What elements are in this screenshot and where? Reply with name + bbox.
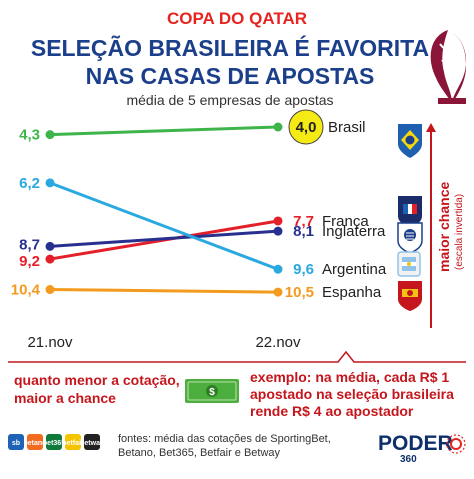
logo-bet365: bet365	[43, 434, 65, 450]
series-name-espanha: Espanha	[322, 284, 382, 301]
point-inglaterra-1	[273, 226, 283, 236]
source-line2: Betano, Bet365, Betfair e Betway	[118, 447, 281, 459]
series-line-inglaterra	[49, 229, 279, 248]
x-tick-label-0: 21.nov	[27, 334, 73, 351]
series-name-franca: França	[322, 213, 369, 230]
world-cup-logo-icon	[430, 30, 467, 104]
value-label-espanha-start: 10,4	[11, 282, 41, 299]
highlight-bubble	[288, 109, 324, 145]
note-right-line2: apostado na seleção brasileira	[250, 386, 454, 402]
arrow-up-icon	[426, 123, 436, 328]
point-argentina-0	[45, 178, 55, 188]
axis-label-note: (escala invertida)	[454, 194, 465, 270]
kicker: COPA DO QATAR	[167, 9, 307, 28]
series-labels: 4,3 4,0 Brasil 9,2 7,7 França 8,7 8,1 Inglaterra…	[11, 109, 387, 301]
subtitle: média de 5 empresas de apostas	[126, 92, 333, 108]
value-label-franca-end: 7,7	[293, 213, 314, 230]
logo-sportingbet: sb	[8, 434, 24, 450]
svg-text:bet365: bet365	[43, 440, 65, 447]
point-inglaterra-0	[45, 241, 55, 251]
logo-betway: betway	[80, 434, 104, 450]
brand-number: 360	[400, 454, 417, 465]
note-right-line1: exemplo: na média, cada R$ 1	[250, 369, 449, 385]
flag-argentina-icon	[397, 251, 421, 277]
flag-england-icon	[397, 222, 423, 254]
axis-label-main: maior chance	[436, 182, 452, 272]
svg-text:betfair: betfair	[62, 440, 84, 447]
series-points	[45, 122, 283, 297]
note-left-line2: maior a chance	[14, 390, 116, 406]
value-label-espanha-end: 10,5	[285, 284, 314, 301]
brand-sun-icon	[446, 434, 466, 454]
value-label-inglaterra-start: 8,7	[19, 236, 40, 253]
value-label-brasil-start: 4,3	[19, 127, 40, 144]
money-bill-icon: $	[185, 379, 239, 403]
note-right-line3: rende R$ 4 ao apostador	[250, 403, 414, 419]
series-line-brasil	[49, 125, 279, 137]
value-label-franca-start: 9,2	[19, 253, 40, 270]
x-tick-label-1: 22.nov	[255, 334, 301, 351]
series-name-brasil: Brasil	[328, 119, 366, 136]
value-label-argentina-end: 9,6	[293, 261, 314, 278]
point-espanha-1	[273, 287, 283, 297]
flag-brazil-icon	[398, 124, 422, 158]
value-label-inglaterra-end: 8,1	[293, 223, 314, 240]
note-left-line1: quanto menor a cotação,	[14, 372, 180, 388]
source-line1: fontes: média das cotações de SportingBe…	[118, 433, 331, 445]
series-line-argentina	[49, 181, 279, 271]
point-brasil-0	[45, 130, 55, 140]
point-argentina-1	[273, 264, 283, 274]
point-brasil-1	[273, 122, 283, 132]
series-lines	[49, 125, 279, 294]
point-franca-0	[45, 254, 55, 264]
value-label-argentina-start: 6,2	[19, 175, 40, 192]
series-line-espanha	[49, 288, 279, 294]
page-title-line1: SELEÇÃO BRASILEIRA É FAVORITA	[31, 34, 429, 61]
bookmaker-logos: sb betano bet365 betfair betway	[8, 434, 104, 450]
value-label-brasil-end: 4,0	[296, 119, 317, 136]
series-name-argentina: Argentina	[322, 261, 387, 278]
flag-spain-icon	[398, 281, 422, 311]
divider	[8, 350, 466, 363]
point-espanha-0	[45, 285, 55, 295]
brand-logo: PODER	[378, 432, 453, 455]
page-title-line2: NAS CASAS DE APOSTAS	[86, 63, 375, 89]
flag-france-icon	[398, 196, 422, 228]
svg-text:betano: betano	[24, 440, 47, 447]
svg-text:$: $	[209, 387, 215, 398]
point-franca-1	[273, 216, 283, 226]
svg-text:betway: betway	[80, 440, 104, 447]
series-name-inglaterra: Inglaterra	[322, 223, 386, 240]
logo-betano: betano	[24, 434, 47, 450]
logo-betfair: betfair	[62, 434, 84, 450]
svg-text:sb: sb	[12, 440, 20, 447]
